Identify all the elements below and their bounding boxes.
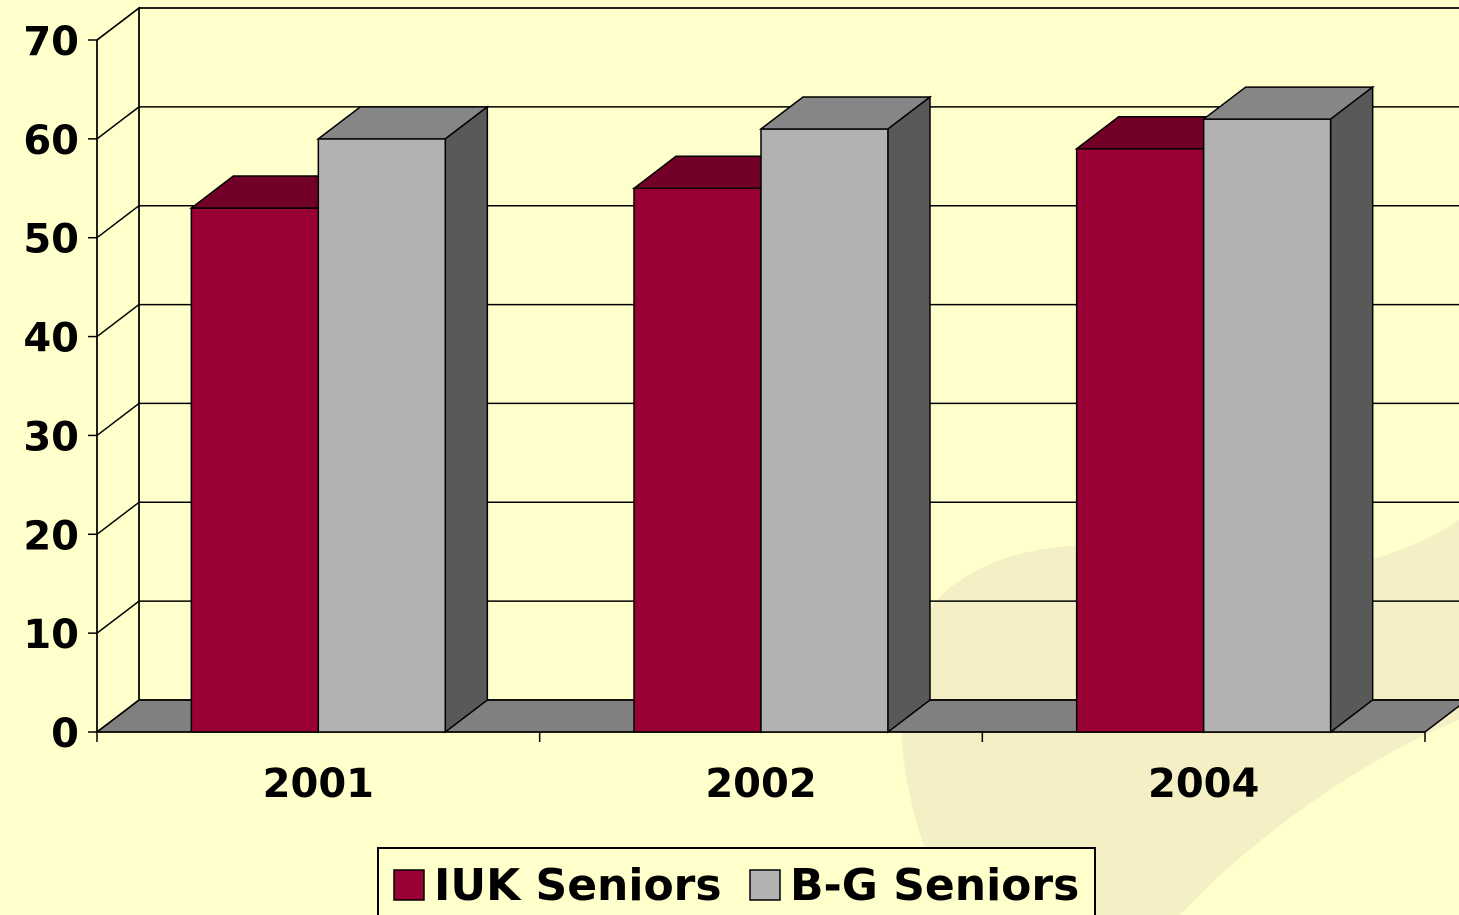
y-tick-label: 20 xyxy=(23,513,79,559)
legend: IUK Seniors B-G Seniors xyxy=(377,847,1096,915)
legend-box xyxy=(377,847,1096,915)
grid-line-side xyxy=(96,501,140,535)
grid-line-side xyxy=(96,303,140,338)
y-tick-label: 60 xyxy=(23,118,79,164)
plot-area: 0 10 20 30 40 50 60 70 2001 2002 2004 xyxy=(23,6,1459,807)
y-tick-label: 70 xyxy=(23,19,79,65)
bar-front xyxy=(190,207,320,733)
y-tick-label: 40 xyxy=(23,316,79,362)
y-tick-label: 0 xyxy=(51,711,79,757)
bar xyxy=(758,95,933,734)
x-tick-label: 2004 xyxy=(1148,761,1259,807)
grid-line-side xyxy=(96,7,140,41)
y-tick-label: 10 xyxy=(23,612,79,658)
x-tick-label: 2002 xyxy=(705,761,816,807)
bar xyxy=(316,105,490,734)
bar-front xyxy=(760,128,889,733)
grid-line-side xyxy=(96,699,140,733)
legend-label: IUK Seniors xyxy=(434,860,722,911)
bar xyxy=(1201,85,1375,734)
bar-front xyxy=(317,138,447,733)
bar-front xyxy=(1075,147,1205,733)
grid-line-side xyxy=(96,600,140,634)
legend-swatch xyxy=(749,869,781,901)
left-wall xyxy=(96,6,140,734)
y-tick-label: 50 xyxy=(23,217,79,263)
bar-front xyxy=(1202,118,1332,733)
x-tick-label: 2001 xyxy=(263,761,374,807)
grid-line-side xyxy=(96,106,140,140)
grid-line-side xyxy=(96,205,140,239)
y-tick-label: 30 xyxy=(23,414,79,460)
bar-side xyxy=(444,105,489,734)
bar-side xyxy=(887,95,931,734)
grid-line-side xyxy=(96,402,140,437)
legend-swatch xyxy=(393,869,425,901)
bar-front xyxy=(633,187,762,733)
bar-side xyxy=(1329,85,1374,734)
legend-label: B-G Seniors xyxy=(790,860,1079,911)
